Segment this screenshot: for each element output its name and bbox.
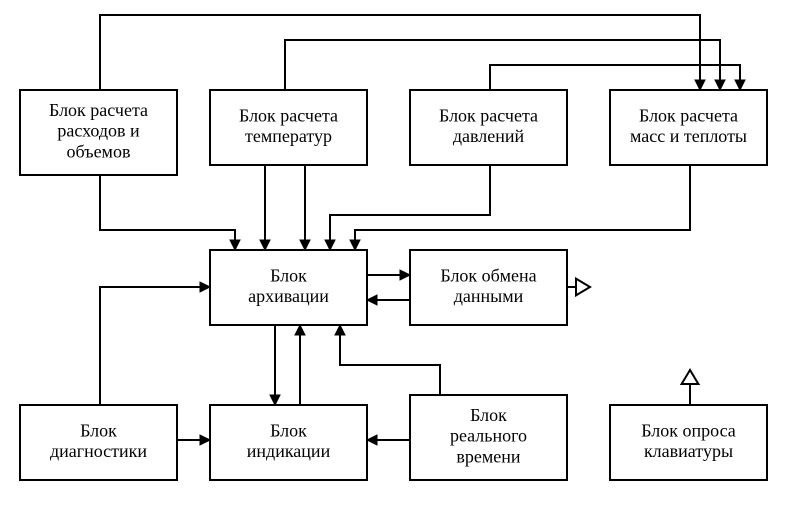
node-archive: Блокархивации (210, 250, 367, 325)
node-label-mass-line0: Блок расчета (639, 105, 738, 125)
node-label-temp-line1: температур (245, 126, 332, 146)
node-press: Блок расчетадавлений (410, 90, 567, 165)
node-temp: Блок расчетатемператур (210, 90, 367, 165)
node-keyb: Блок опросаклавиатуры (610, 405, 767, 480)
node-label-temp-line0: Блок расчета (239, 105, 338, 125)
node-label-mass-line1: масс и теплоты (630, 126, 747, 146)
node-label-exchange-line1: данными (454, 286, 524, 306)
node-label-flow-line0: Блок расчета (49, 100, 148, 120)
node-label-exchange-line0: Блок обмена (440, 265, 536, 285)
node-label-archive-line1: архивации (248, 286, 329, 306)
node-label-press-line0: Блок расчета (439, 105, 538, 125)
node-label-press-line1: давлений (453, 126, 525, 146)
flowchart-canvas: Блок расчетарасходов иобъемовБлок расчет… (0, 0, 789, 510)
node-label-rtc-line1: реального (450, 426, 527, 446)
node-diag: Блокдиагностики (20, 405, 177, 480)
node-rtc: Блокреальноговремени (410, 395, 567, 480)
node-mass: Блок расчетамасс и теплоты (610, 90, 767, 165)
node-label-rtc-line0: Блок (470, 405, 507, 425)
node-label-keyb-line1: клавиатуры (644, 441, 733, 461)
node-label-keyb-line0: Блок опроса (641, 420, 736, 440)
node-label-indic-line0: Блок (270, 420, 307, 440)
node-label-rtc-line2: времени (456, 446, 521, 466)
node-label-flow-line1: расходов и (57, 121, 140, 141)
node-indic: Блокиндикации (210, 405, 367, 480)
node-exchange: Блок обменаданными (410, 250, 567, 325)
node-label-archive-line0: Блок (270, 265, 307, 285)
node-label-diag-line1: диагностики (50, 441, 147, 461)
node-flow: Блок расчетарасходов иобъемов (20, 90, 177, 175)
node-label-flow-line2: объемов (67, 141, 131, 161)
node-label-diag-line0: Блок (80, 420, 117, 440)
node-label-indic-line1: индикации (247, 441, 331, 461)
